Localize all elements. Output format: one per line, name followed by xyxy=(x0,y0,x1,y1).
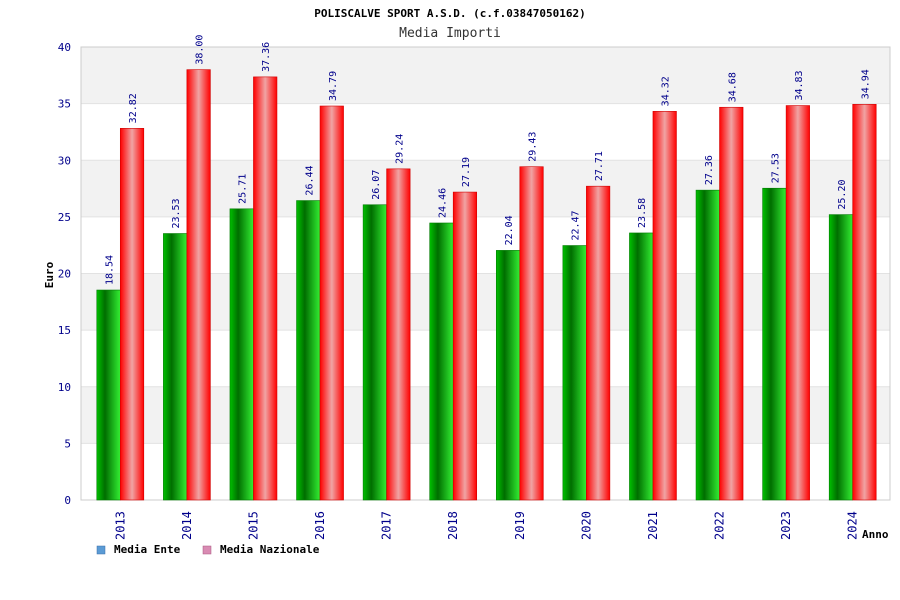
x-axis-ticks: 2013 2014 2015 2016 2017 2018 2019 2020 2021 2022… xyxy=(113,511,859,540)
y-tick-label: 30 xyxy=(58,154,71,167)
x-tick-label: 2019 xyxy=(513,511,527,540)
chart-subtitle: Media Importi xyxy=(399,26,501,41)
bar-media-ente-2018 xyxy=(429,222,454,501)
data-label: 24.46 xyxy=(437,188,448,218)
bar-media-ente-2024 xyxy=(828,214,854,501)
bar-media-ente-2023 xyxy=(762,187,787,501)
legend-label-media-ente: Media Ente xyxy=(114,543,181,556)
bar-media-nazionale-2020 xyxy=(586,185,611,501)
bar-media-nazionale-2022 xyxy=(719,106,744,501)
legend-label-media-nazionale: Media Nazionale xyxy=(220,543,320,556)
data-label: 34.68 xyxy=(727,72,738,102)
grid-band xyxy=(81,47,890,104)
bar-media-nazionale-2019 xyxy=(519,166,544,501)
data-labels: 18.54 32.82 23.53 38.00 25.71 37.36 26.44 34.79… xyxy=(105,35,872,285)
data-label: 37.36 xyxy=(261,42,272,72)
data-label: 29.43 xyxy=(528,132,539,162)
data-label: 34.79 xyxy=(328,71,339,101)
bar-media-ente-2016 xyxy=(296,200,321,501)
bar-media-ente-2015 xyxy=(229,208,254,501)
data-label: 18.54 xyxy=(105,255,116,285)
bar-media-ente-2013 xyxy=(96,289,121,501)
bar-media-nazionale-2021 xyxy=(652,111,677,501)
legend: Media Ente Media Nazionale xyxy=(96,543,320,556)
y-tick-label: 25 xyxy=(58,211,71,224)
chart-title: POLISCALVE SPORT A.S.D. (c.f.03847050162… xyxy=(314,7,586,20)
plot-border xyxy=(80,46,891,501)
data-label: 27.36 xyxy=(704,155,715,185)
data-label: 23.53 xyxy=(171,198,182,228)
x-tick-label: 2017 xyxy=(380,511,394,540)
y-axis-ticks: 0 5 10 15 20 25 30 35 40 xyxy=(58,41,71,507)
x-tick-label: 2016 xyxy=(313,511,327,540)
bar-media-nazionale-2017 xyxy=(386,168,411,501)
bar-media-nazionale-2018 xyxy=(452,191,478,501)
data-label: 27.19 xyxy=(461,157,472,187)
x-tick-label: 2018 xyxy=(446,511,460,540)
y-tick-label: 5 xyxy=(64,437,71,450)
x-tick-label: 2014 xyxy=(180,511,194,540)
bar-media-nazionale-2024 xyxy=(852,104,877,501)
y-tick-label: 20 xyxy=(58,268,71,281)
x-tick-label: 2020 xyxy=(579,511,593,540)
legend-swatch-media-nazionale xyxy=(202,545,212,555)
y-tick-label: 10 xyxy=(58,381,71,394)
gridlines xyxy=(80,46,891,501)
data-label: 32.82 xyxy=(128,93,139,123)
data-label: 22.04 xyxy=(504,215,515,245)
data-label: 38.00 xyxy=(195,35,206,65)
y-tick-label: 15 xyxy=(58,324,71,337)
y-tick-label: 35 xyxy=(58,98,71,111)
grid-band xyxy=(81,160,890,217)
y-tick-label: 40 xyxy=(58,41,71,54)
data-label: 25.71 xyxy=(238,174,249,204)
data-label: 34.94 xyxy=(860,69,871,99)
bar-media-ente-2019 xyxy=(495,250,521,501)
data-label: 23.58 xyxy=(637,198,648,228)
bar-media-nazionale-2015 xyxy=(253,76,278,501)
data-label: 22.47 xyxy=(571,210,582,240)
bar-media-nazionale-2014 xyxy=(186,69,211,501)
grid-band xyxy=(81,273,890,331)
grid-band xyxy=(81,386,890,444)
x-tick-label: 2022 xyxy=(713,511,727,540)
data-label: 26.44 xyxy=(304,165,315,195)
bar-media-ente-2017 xyxy=(362,204,387,501)
bar-series xyxy=(96,69,877,501)
data-label: 34.83 xyxy=(794,70,805,100)
x-tick-label: 2013 xyxy=(113,511,127,540)
x-axis-title: Anno xyxy=(862,528,889,541)
bar-media-nazionale-2016 xyxy=(319,105,344,501)
data-label: 27.53 xyxy=(770,153,781,183)
x-tick-label: 2021 xyxy=(646,511,660,540)
bar-media-nazionale-2013 xyxy=(119,128,145,501)
bar-media-nazionale-2023 xyxy=(785,105,810,501)
data-label: 29.24 xyxy=(394,134,405,164)
y-axis-title: Euro xyxy=(43,261,56,288)
legend-swatch-media-ente xyxy=(96,545,106,555)
data-label: 27.71 xyxy=(594,151,605,181)
bar-media-ente-2022 xyxy=(695,189,720,501)
bar-media-ente-2021 xyxy=(629,232,654,501)
bar-media-ente-2020 xyxy=(562,245,587,501)
x-tick-label: 2024 xyxy=(846,511,860,540)
x-tick-label: 2023 xyxy=(779,511,793,540)
data-label: 34.32 xyxy=(661,76,672,106)
data-label: 25.20 xyxy=(837,180,848,210)
y-tick-label: 0 xyxy=(64,494,71,507)
bar-media-ente-2014 xyxy=(163,233,188,501)
x-tick-label: 2015 xyxy=(246,511,260,540)
data-label: 26.07 xyxy=(371,170,382,200)
